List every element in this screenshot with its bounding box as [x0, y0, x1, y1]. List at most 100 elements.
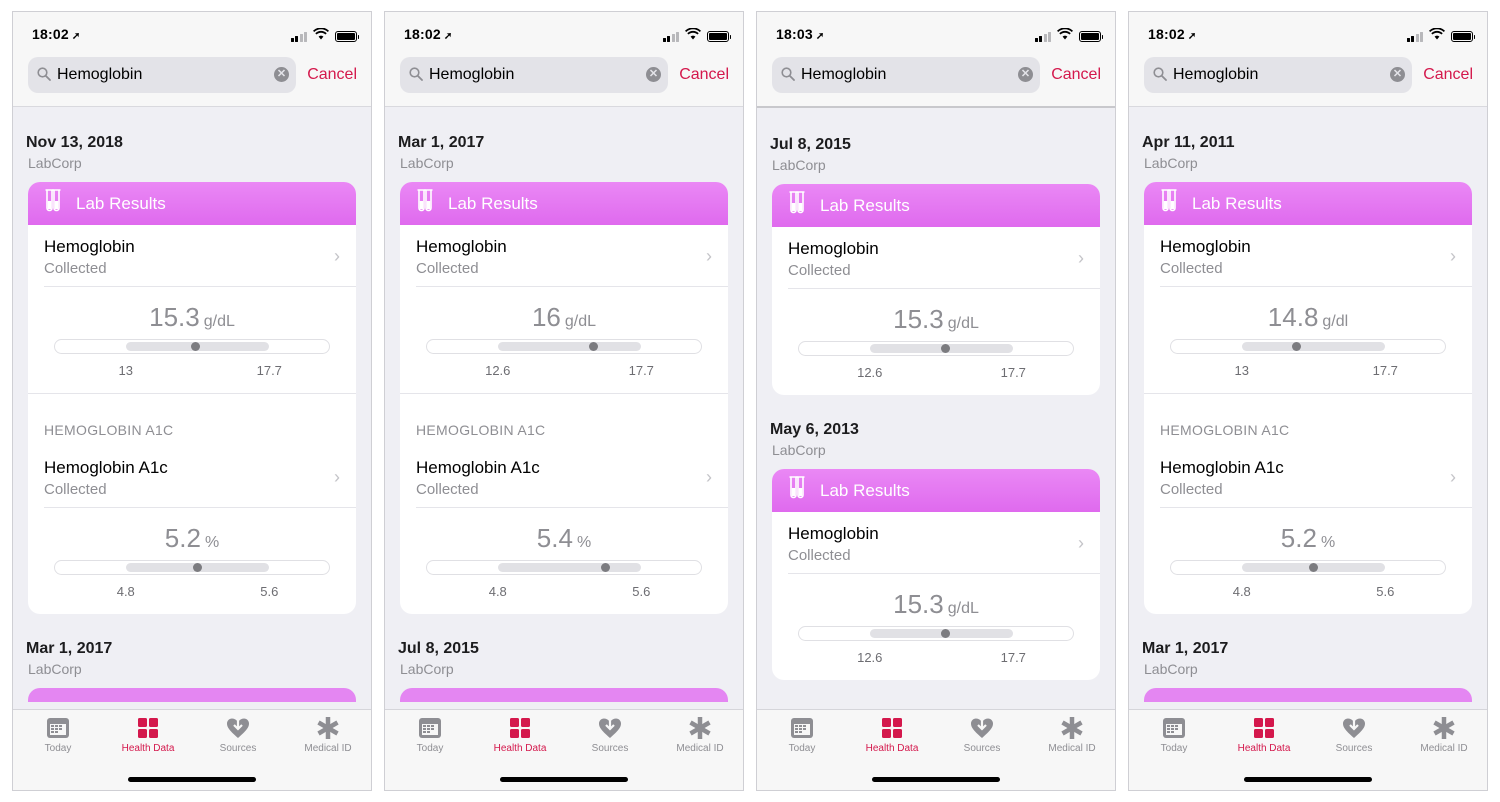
tab-today[interactable]: Today — [385, 716, 475, 754]
sources-heart-icon — [937, 716, 1027, 740]
cancel-button[interactable]: Cancel — [1423, 66, 1473, 83]
battery-icon — [707, 30, 731, 42]
lab-test-row[interactable]: Hemoglobin Collected › — [28, 225, 356, 287]
calendar-icon — [757, 716, 847, 740]
search-field[interactable]: Hemoglobin ✕ — [28, 57, 296, 93]
tab-today[interactable]: Today — [13, 716, 103, 754]
results-list[interactable]: Mar 1, 2017 LabCorp Lab Results Hemoglobin C… — [385, 107, 743, 710]
lab-test-row[interactable]: Hemoglobin A1c Collected › — [400, 446, 728, 508]
result-marker — [600, 563, 610, 572]
battery-icon — [1079, 30, 1103, 42]
tab-sources[interactable]: Sources — [937, 716, 1027, 754]
range-low-label: 13 — [1234, 363, 1249, 378]
tab-today[interactable]: Today — [1129, 716, 1219, 754]
search-input[interactable]: Hemoglobin — [1173, 66, 1259, 83]
search-field[interactable]: Hemoglobin ✕ — [1144, 57, 1412, 93]
card-title: Lab Results — [76, 193, 166, 213]
phone-screen: 18:02 ➚ Hemoglobin ✕ Cancel Nov 13, 2018 LabCo… — [12, 11, 372, 791]
status-icons — [1406, 27, 1475, 45]
phone-screen: 18:02 ➚ Hemoglobin ✕ Cancel Mar 1, 2017 LabCor… — [384, 11, 744, 791]
clear-search-icon[interactable]: ✕ — [274, 67, 289, 82]
tab-medical-id[interactable]: Medical ID — [1027, 716, 1115, 754]
wifi-icon — [1428, 27, 1446, 45]
card-title: Lab Results — [448, 193, 538, 213]
lab-test-row[interactable]: Hemoglobin A1c Collected › — [28, 446, 356, 508]
health-data-grid-icon — [103, 716, 193, 740]
medical-id-asterisk-icon — [1027, 716, 1115, 740]
tab-medical-id[interactable]: Medical ID — [655, 716, 743, 754]
lab-results-card-header[interactable]: Lab Results — [28, 182, 356, 225]
clear-search-icon[interactable]: ✕ — [1018, 67, 1033, 82]
search-field[interactable]: Hemoglobin ✕ — [400, 57, 668, 93]
lab-test-row[interactable]: Hemoglobin Collected › — [400, 225, 728, 287]
clear-search-icon[interactable]: ✕ — [646, 67, 661, 82]
reference-range-bar — [498, 342, 641, 351]
lab-test-row[interactable]: Hemoglobin Collected › — [1144, 225, 1472, 287]
calendar-icon — [385, 716, 475, 740]
range-track — [1170, 560, 1446, 575]
status-bar: 18:02 ➚ — [1148, 26, 1196, 42]
cancel-button[interactable]: Cancel — [307, 66, 357, 83]
cancel-button[interactable]: Cancel — [1051, 66, 1101, 83]
tab-sources[interactable]: Sources — [565, 716, 655, 754]
lab-test-row[interactable]: Hemoglobin Collected › — [772, 512, 1100, 574]
health-data-grid-icon — [475, 716, 565, 740]
cellular-signal-icon — [662, 31, 679, 42]
clear-search-icon[interactable]: ✕ — [1390, 67, 1405, 82]
search-field[interactable]: Hemoglobin ✕ — [772, 57, 1040, 93]
reference-range-bar — [498, 563, 641, 572]
record-date: Jul 8, 2015 — [770, 136, 851, 153]
tab-sources[interactable]: Sources — [1309, 716, 1399, 754]
tab-bar: Today Health Data Sources Medical ID — [1129, 709, 1487, 790]
tab-health-data[interactable]: Health Data — [103, 716, 193, 754]
tab-bar: Today Health Data Sources Medical ID — [13, 709, 371, 790]
value-unit: g/dL — [564, 313, 597, 330]
divider — [400, 393, 728, 394]
home-indicator — [1244, 777, 1372, 782]
battery-icon — [1451, 30, 1475, 42]
health-data-grid-icon — [1219, 716, 1309, 740]
search-input[interactable]: Hemoglobin — [801, 66, 887, 83]
tab-today[interactable]: Today — [757, 716, 847, 754]
results-list[interactable]: Nov 13, 2018 LabCorp Lab Results Hemoglobin… — [13, 107, 371, 710]
section-label-text: HEMOGLOBIN A1C — [416, 422, 546, 438]
lab-results-card-header[interactable]: Lab Results — [772, 469, 1100, 512]
test-name: Hemoglobin — [788, 239, 879, 258]
search-input[interactable]: Hemoglobin — [429, 66, 515, 83]
results-list[interactable]: Apr 11, 2011 LabCorp Lab Results Hemoglobin… — [1129, 107, 1487, 710]
lab-results-card-header[interactable]: Lab Results — [1144, 182, 1472, 225]
results-list[interactable]: Jul 8, 2015 LabCorp Lab Results Hemoglobin C… — [757, 107, 1115, 710]
tab-health-data[interactable]: Health Data — [475, 716, 565, 754]
range-track — [1170, 339, 1446, 354]
tab-medical-id[interactable]: Medical ID — [283, 716, 371, 754]
status-bar: 18:02 ➚ — [32, 26, 80, 42]
record-source: LabCorp — [772, 442, 826, 458]
card-title: Lab Results — [820, 195, 910, 215]
record-date: Mar 1, 2017 — [26, 640, 113, 657]
navigation-bar: 18:02 ➚ Hemoglobin ✕ Cancel — [13, 12, 371, 107]
range-high-label: 17.7 — [1000, 365, 1026, 380]
tab-medical-id[interactable]: Medical ID — [1399, 716, 1487, 754]
search-icon — [1153, 67, 1167, 86]
section-label: HEMOGLOBIN A1C — [28, 394, 356, 446]
tab-label: Sources — [1335, 743, 1373, 754]
lab-results-card-header[interactable]: Lab Results — [772, 184, 1100, 227]
tab-health-data[interactable]: Health Data — [1219, 716, 1309, 754]
search-input[interactable]: Hemoglobin — [57, 66, 143, 83]
lab-test-row[interactable]: Hemoglobin A1c Collected › — [1144, 446, 1472, 508]
record-date: Mar 1, 2017 — [398, 134, 485, 151]
wifi-icon — [684, 27, 702, 45]
lab-results-card-header[interactable] — [400, 688, 728, 702]
lab-results-card-header[interactable] — [1144, 688, 1472, 702]
lab-test-row[interactable]: Hemoglobin Collected › — [772, 227, 1100, 289]
section-label: HEMOGLOBIN A1C — [400, 394, 728, 446]
cancel-button[interactable]: Cancel — [679, 66, 729, 83]
lab-results-card-header[interactable] — [28, 688, 356, 702]
tab-sources[interactable]: Sources — [193, 716, 283, 754]
lab-results-card-header[interactable]: Lab Results — [400, 182, 728, 225]
results-scroll: Mar 1, 2017 LabCorp Lab Results Hemoglobin C… — [398, 134, 728, 702]
divider — [28, 393, 356, 394]
tab-label: Medical ID — [1048, 743, 1096, 754]
tab-health-data[interactable]: Health Data — [847, 716, 937, 754]
result-gauge: 14.8 g/dl 13 17.7 — [1144, 287, 1472, 393]
